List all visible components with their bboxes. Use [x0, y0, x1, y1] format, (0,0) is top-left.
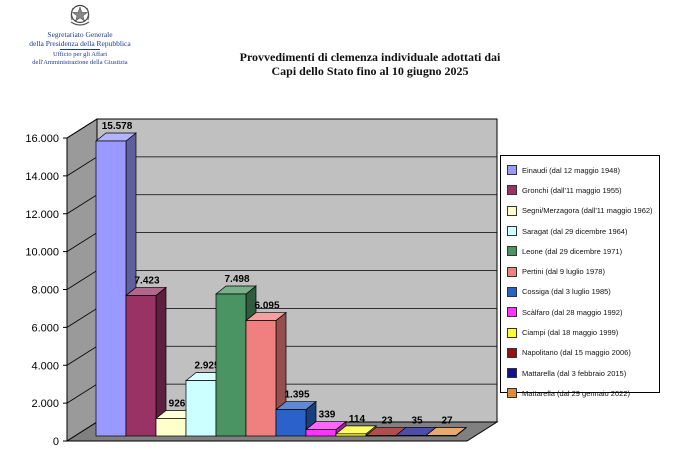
office-header: Segretariato Generale della Presidenza d…	[10, 2, 150, 67]
legend-swatch	[507, 185, 517, 196]
office-name-line2: dell'Amministrazione della Giustizia	[32, 59, 128, 66]
legend-swatch	[507, 307, 517, 318]
legend-label: Pertini (dal 9 luglio 1978)	[522, 267, 605, 277]
bar-value-label: 339	[319, 410, 336, 421]
legend-swatch	[507, 388, 517, 399]
legend-item: Cossiga (dal 3 luglio 1985)	[507, 282, 659, 302]
legend-swatch	[507, 368, 517, 379]
bar	[275, 409, 307, 437]
legend-swatch	[507, 347, 517, 358]
legend-swatch	[507, 266, 517, 277]
bar	[335, 433, 367, 437]
legend-label: Leone (dal 29 dicembre 1971)	[522, 246, 623, 256]
legend-item: Napolitano (dal 15 maggio 2006)	[507, 343, 659, 363]
bar-value-label: 15.578	[102, 121, 133, 132]
legend-label: Scàlfaro (dal 28 maggio 1992)	[522, 307, 623, 317]
bar-value-label: 6.095	[254, 301, 279, 312]
legend-swatch	[507, 226, 517, 237]
legend-label: Saragat (dal 29 dicembre 1964)	[522, 226, 628, 236]
legend-label: Mattarella (dal 29 gennaio 2022)	[522, 388, 630, 398]
org-divider	[60, 49, 100, 50]
legend-label: Mattarella (dal 3 febbraio 2015)	[522, 368, 627, 378]
bar	[305, 429, 337, 437]
y-tick-label: 14.000	[25, 171, 59, 183]
bar-value-label: 35	[411, 415, 423, 426]
legend-label: Segni/Merzagora (dall'11 maggio 1962)	[522, 206, 653, 216]
bar-value-label: 1.395	[284, 390, 309, 401]
bar	[95, 140, 127, 437]
legend-item: Scàlfaro (dal 28 maggio 1992)	[507, 302, 659, 322]
gridline	[66, 118, 497, 139]
legend-item: Gronchi (dall'11 maggio 1955)	[507, 180, 659, 200]
legend-item: Einaudi (dal 12 maggio 1948)	[507, 160, 659, 180]
legend-item: Mattarella (dal 3 febbraio 2015)	[507, 363, 659, 383]
legend-item: Segni/Merzagora (dall'11 maggio 1962)	[507, 201, 659, 221]
org-name-line2: della Presidenza della Repubblica	[29, 39, 131, 48]
chart-title-line1: Provvedimenti di clemenza individuale ad…	[239, 50, 501, 64]
bar-value-label: 27	[441, 415, 453, 426]
bar	[215, 293, 247, 437]
legend-item: Ciampi (dal 18 maggio 1999)	[507, 322, 659, 342]
chart-title: Provvedimenti di clemenza individuale ad…	[190, 50, 550, 78]
chart-title-line2: Capi dello Stato fino al 10 giugno 2025	[271, 64, 469, 78]
y-tick-label: 0	[53, 436, 59, 448]
y-tick-label: 8.000	[31, 285, 59, 297]
office-name-line1: Ufficio per gli Affari	[52, 51, 108, 58]
bar-value-label: 114	[349, 414, 366, 425]
legend-label: Ciampi (dal 18 maggio 1999)	[522, 328, 619, 338]
bar	[155, 418, 187, 437]
bar	[365, 435, 397, 437]
y-tick-label: 2.000	[31, 398, 59, 410]
y-tick-label: 6.000	[31, 322, 59, 334]
y-tick-label: 16.000	[25, 133, 59, 145]
legend-item: Saragat (dal 29 dicembre 1964)	[507, 221, 659, 241]
bar-value-label: 7.498	[224, 274, 249, 285]
bar	[245, 320, 277, 437]
legend-label: Gronchi (dall'11 maggio 1955)	[522, 185, 622, 195]
y-tick-label: 12.000	[25, 209, 59, 221]
bar	[425, 435, 457, 437]
bar-value-label: 2.925	[194, 361, 219, 372]
bar	[395, 434, 427, 437]
y-tick-label: 10.000	[25, 247, 59, 259]
legend-item: Mattarella (dal 29 gennaio 2022)	[507, 383, 659, 403]
y-tick-label: 4.000	[31, 360, 59, 372]
legend-swatch	[507, 165, 517, 176]
legend-label: Napolitano (dal 15 maggio 2006)	[522, 348, 631, 358]
bar-value-label: 926	[169, 398, 186, 409]
legend-swatch	[507, 205, 517, 216]
chart-legend: Einaudi (dal 12 maggio 1948) Gronchi (dal…	[500, 155, 660, 399]
bar-value-label: 23	[381, 416, 393, 427]
legend-swatch	[507, 286, 517, 297]
legend-item: Pertini (dal 9 luglio 1978)	[507, 261, 659, 281]
legend-swatch	[507, 327, 517, 338]
legend-label: Cossiga (dal 3 luglio 1985)	[522, 287, 611, 297]
legend-swatch	[507, 246, 517, 257]
bar	[125, 295, 157, 437]
bar-value-label: 7.423	[134, 275, 159, 286]
republic-emblem-icon	[70, 4, 90, 26]
legend-item: Leone (dal 29 dicembre 1971)	[507, 241, 659, 261]
org-name-line1: Segretariato Generale	[47, 30, 113, 39]
bar	[185, 380, 217, 437]
legend-label: Einaudi (dal 12 maggio 1948)	[522, 165, 620, 175]
